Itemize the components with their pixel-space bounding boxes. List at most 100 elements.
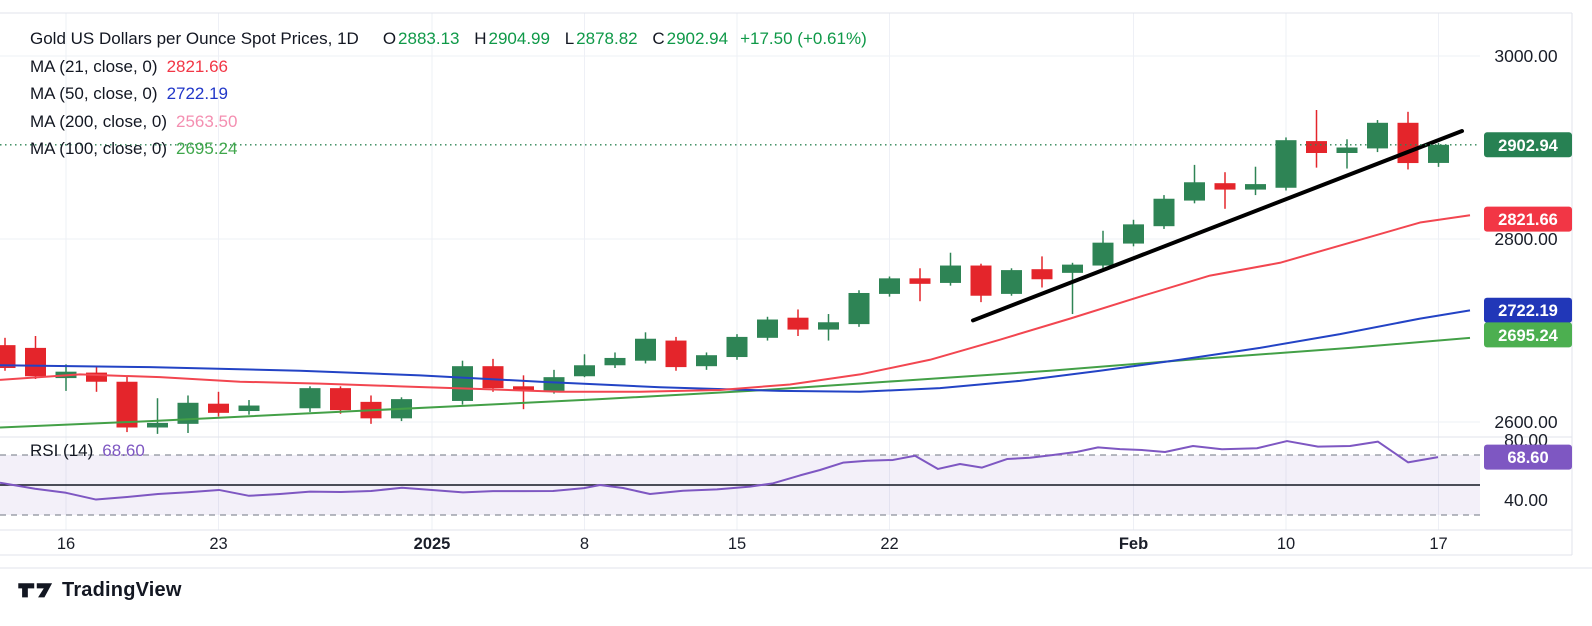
time-axis-label: 22 <box>880 535 898 553</box>
candle-up[interactable] <box>238 405 260 412</box>
rsi-line[interactable] <box>0 440 1439 501</box>
candle-up[interactable] <box>1062 264 1083 273</box>
candle-down[interactable] <box>330 388 351 411</box>
symbol-title: Gold US Dollars per Ounce Spot Prices, 1… <box>30 29 359 48</box>
low-value: 2878.82 <box>576 29 638 48</box>
candle-up[interactable] <box>1367 122 1388 149</box>
rsi-value-badge-bg <box>1484 444 1572 470</box>
price-axis-label: 2600.00 <box>1494 412 1558 432</box>
rsi-legend-row[interactable]: RSI (14) 68.60 <box>30 441 145 461</box>
candle-down[interactable] <box>787 317 809 330</box>
last-price-badge: 2902.94 <box>1484 132 1572 158</box>
candle-up[interactable] <box>1275 140 1297 188</box>
rsi-label: RSI (14) <box>30 441 94 460</box>
candle-up[interactable] <box>452 366 473 401</box>
time-axis-label: 16 <box>57 535 75 553</box>
candle-down[interactable] <box>25 347 46 377</box>
candle-down[interactable] <box>116 381 138 428</box>
candle-up[interactable] <box>1245 184 1266 190</box>
tradingview-logo-icon <box>18 583 53 598</box>
ma50-price-badge-bg <box>1484 297 1572 323</box>
candle-up[interactable] <box>177 402 199 424</box>
candle-up[interactable] <box>818 322 839 330</box>
ohlc-values: O 2883.13 H 2904.99 L 2878.82 C 2902.94 <box>373 28 728 50</box>
ma100-price-badge-text: 2695.24 <box>1498 327 1558 345</box>
candle-up[interactable] <box>574 365 595 377</box>
ma-legend-row-21[interactable]: MA (21, close, 0) 2821.66 <box>30 56 867 78</box>
time-axis-label: 17 <box>1429 535 1447 553</box>
price-axis-label: 3000.00 <box>1494 46 1558 66</box>
ma21-price-badge: 2821.66 <box>1484 206 1572 232</box>
ma50-line[interactable] <box>0 309 1471 393</box>
tradingview-logo-text: TradingView <box>62 578 182 601</box>
rsi-value-badge: 68.60 <box>1484 444 1572 470</box>
ma-legend-row-100[interactable]: MA (100, close, 0) 2695.24 <box>30 138 867 160</box>
candle-up[interactable] <box>726 336 748 358</box>
candle-up[interactable] <box>1153 198 1175 227</box>
ma50-price-badge: 2722.19 <box>1484 297 1572 323</box>
ma200-value: 2563.50 <box>176 111 238 131</box>
candle-down[interactable] <box>1397 122 1419 164</box>
candle-down[interactable] <box>1306 141 1327 153</box>
candle-down[interactable] <box>513 386 534 391</box>
legend: Gold US Dollars per Ounce Spot Prices, 1… <box>30 28 867 160</box>
ma-legend-row-200[interactable]: MA (200, close, 0) 2563.50 <box>30 111 867 133</box>
ma100-label: MA (100, close, 0) <box>30 139 168 158</box>
candle-up[interactable] <box>879 278 900 294</box>
candle-down[interactable] <box>86 372 107 382</box>
high-label: H <box>474 29 487 48</box>
candle-up[interactable] <box>604 357 626 366</box>
time-axis-label: 8 <box>580 535 589 553</box>
candle-up[interactable] <box>1123 224 1144 244</box>
candle-up[interactable] <box>848 292 870 325</box>
time-axis-label: 2025 <box>414 535 451 553</box>
candle-down[interactable] <box>909 278 931 284</box>
change-value: +17.50 (+0.61%) <box>740 29 867 48</box>
time-axis-label: 23 <box>209 535 227 553</box>
last-price-badge-bg <box>1484 132 1572 158</box>
candle-down[interactable] <box>1214 183 1236 190</box>
symbol-legend-row[interactable]: Gold US Dollars per Ounce Spot Prices, 1… <box>30 28 867 50</box>
ma50-price-badge-text: 2722.19 <box>1498 302 1558 320</box>
candle-up[interactable] <box>1184 182 1205 201</box>
ma21-line[interactable] <box>0 214 1471 393</box>
candle-down[interactable] <box>208 403 229 413</box>
candle-down[interactable] <box>970 265 992 296</box>
candle-up[interactable] <box>757 319 778 338</box>
candle-up[interactable] <box>299 388 321 409</box>
rsi-axis-label: 40.00 <box>1504 490 1548 510</box>
open-value: 2883.13 <box>398 29 460 48</box>
ma21-label: MA (21, close, 0) <box>30 56 158 76</box>
ma21-value: 2821.66 <box>166 56 229 76</box>
ma100-value: 2695.24 <box>176 139 238 158</box>
ma50-label: MA (50, close, 0) <box>30 84 158 103</box>
candle-up[interactable] <box>1001 270 1022 294</box>
ma100-price-badge: 2695.24 <box>1484 322 1572 348</box>
time-axis-label: 10 <box>1277 535 1295 553</box>
price-axis[interactable]: 3000.002800.002600.0080.0040.002902.9428… <box>1484 46 1572 510</box>
candle-down[interactable] <box>665 340 687 368</box>
candle-up[interactable] <box>696 355 717 367</box>
candle-up[interactable] <box>940 265 961 283</box>
low-label: L <box>564 29 575 48</box>
candle-up[interactable] <box>147 422 168 428</box>
ma-legend-row-50[interactable]: MA (50, close, 0) 2722.19 <box>30 83 867 105</box>
ma50-value: 2722.19 <box>166 84 229 103</box>
time-axis[interactable]: 16 23 2025 8 15 22 Feb 10 17 <box>57 535 1448 553</box>
candle-up[interactable] <box>635 338 656 361</box>
candle-down[interactable] <box>482 366 504 389</box>
tradingview-logo[interactable]: TradingView <box>17 578 182 602</box>
candle-up[interactable] <box>1428 144 1449 163</box>
trendline-drawing[interactable] <box>971 129 1464 323</box>
high-value: 2904.99 <box>488 29 550 48</box>
ma200-label: MA (200, close, 0) <box>30 111 168 131</box>
candle-down[interactable] <box>1031 269 1053 280</box>
candle-down[interactable] <box>0 345 16 369</box>
candle-up[interactable] <box>1092 242 1114 266</box>
rsi-value: 68.60 <box>102 441 145 460</box>
candle-up[interactable] <box>1336 147 1358 153</box>
candle-up[interactable] <box>543 377 565 391</box>
time-axis-label: 15 <box>728 535 746 553</box>
